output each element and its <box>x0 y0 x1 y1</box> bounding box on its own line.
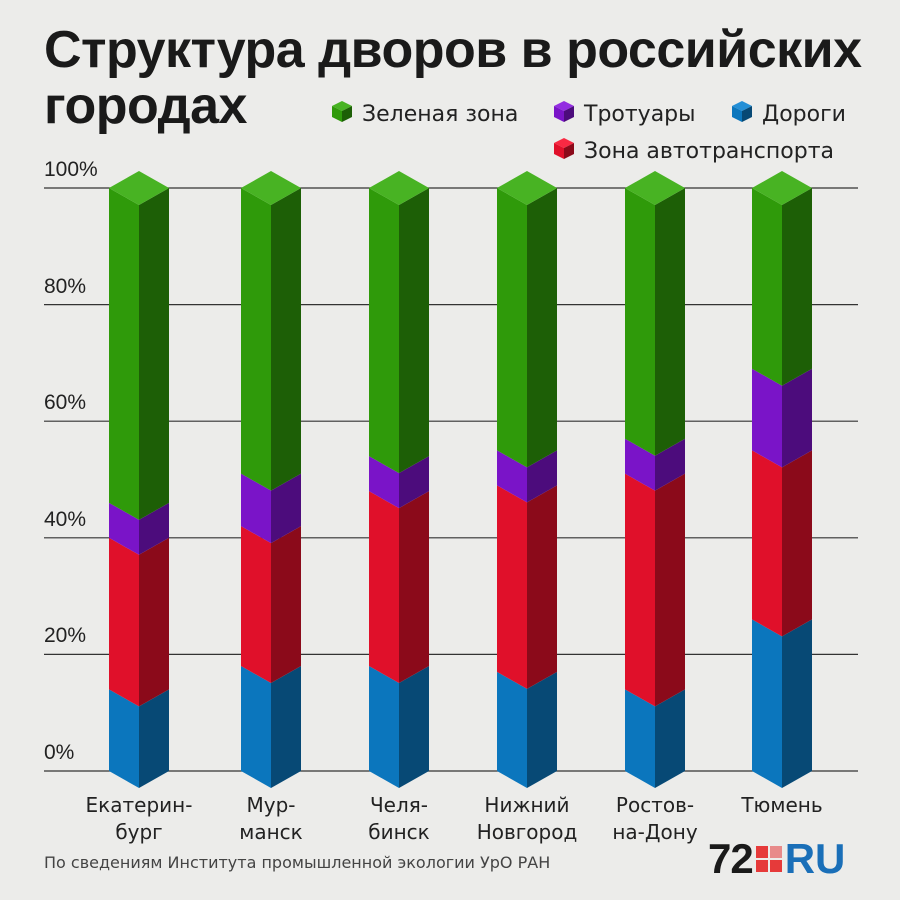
legend-swatch-green <box>330 99 362 129</box>
legend-swatch-roads <box>730 99 762 129</box>
bar-segment <box>625 473 685 707</box>
bar-top-cap <box>109 171 169 205</box>
chart-title: Структура дворов в российских городах <box>44 21 862 135</box>
y-tick-label: 0% <box>44 741 75 764</box>
bar-segment <box>497 450 557 503</box>
bar-top-cap <box>369 171 429 205</box>
logo-ru: RU <box>784 835 846 882</box>
legend-label-roads: Дороги <box>762 101 846 127</box>
bar-segment <box>752 450 812 637</box>
bar-segment <box>241 666 301 788</box>
y-tick-label: 40% <box>44 507 87 531</box>
bar-segment <box>109 537 169 707</box>
logo-72ru: 72 RU <box>708 835 846 882</box>
bar-top-cap <box>241 171 301 205</box>
bar-segment <box>369 456 429 509</box>
bar-segment <box>497 188 557 468</box>
x-tick-label: Мур-манск <box>239 793 303 844</box>
bar-top-cap <box>752 171 812 205</box>
bar-segment <box>109 502 169 555</box>
source-note: По сведениям Института промышленной экол… <box>44 853 551 872</box>
bar-segment <box>752 188 812 386</box>
bar-segment <box>109 689 169 788</box>
bar-segment <box>497 671 557 788</box>
bar-segment <box>241 188 301 491</box>
bar-segment <box>241 526 301 684</box>
legend-swatch-sidewalks <box>552 99 584 129</box>
bar-segment <box>625 188 685 456</box>
legend-label-sidewalks: Тротуары <box>584 101 696 127</box>
legend-item-roads: Дороги <box>730 99 846 129</box>
legend-item-green: Зеленая зона <box>330 99 518 129</box>
bar-segment <box>369 188 429 474</box>
y-tick-label: 100% <box>44 158 98 181</box>
bar-segment <box>625 689 685 788</box>
bar-top-cap <box>625 171 685 205</box>
legend-label-parking: Зона автотранспорта <box>584 138 834 164</box>
bar-segment <box>752 368 812 468</box>
legend-label-green: Зеленая зона <box>362 101 519 127</box>
bar-segment <box>109 188 169 520</box>
legend-item-parking: Зона автотранспорта <box>552 136 834 166</box>
legend-item-sidewalks: Тротуары <box>552 99 696 129</box>
bar-segment <box>369 491 429 684</box>
x-tick-label: Тюмень <box>741 793 823 817</box>
bar-segment <box>497 485 557 689</box>
x-tick-label: Ростов-на-Дону <box>612 793 698 844</box>
bar-top-cap <box>497 171 557 205</box>
y-tick-label: 20% <box>44 624 87 648</box>
x-tick-label: Нижний Новгород <box>476 793 578 844</box>
bar-segment <box>625 438 685 491</box>
logo-mark-icon <box>755 846 782 872</box>
x-tick-label: Екатерин-бург <box>85 793 193 844</box>
bar-segment <box>241 473 301 544</box>
bar-segment <box>369 666 429 788</box>
legend-swatch-parking <box>552 136 584 166</box>
y-tick-label: 60% <box>44 391 87 415</box>
logo-number: 72 <box>708 835 754 882</box>
bar-segment <box>752 619 812 788</box>
x-tick-label: Челя-бинск <box>368 793 430 844</box>
y-tick-label: 80% <box>44 274 87 298</box>
